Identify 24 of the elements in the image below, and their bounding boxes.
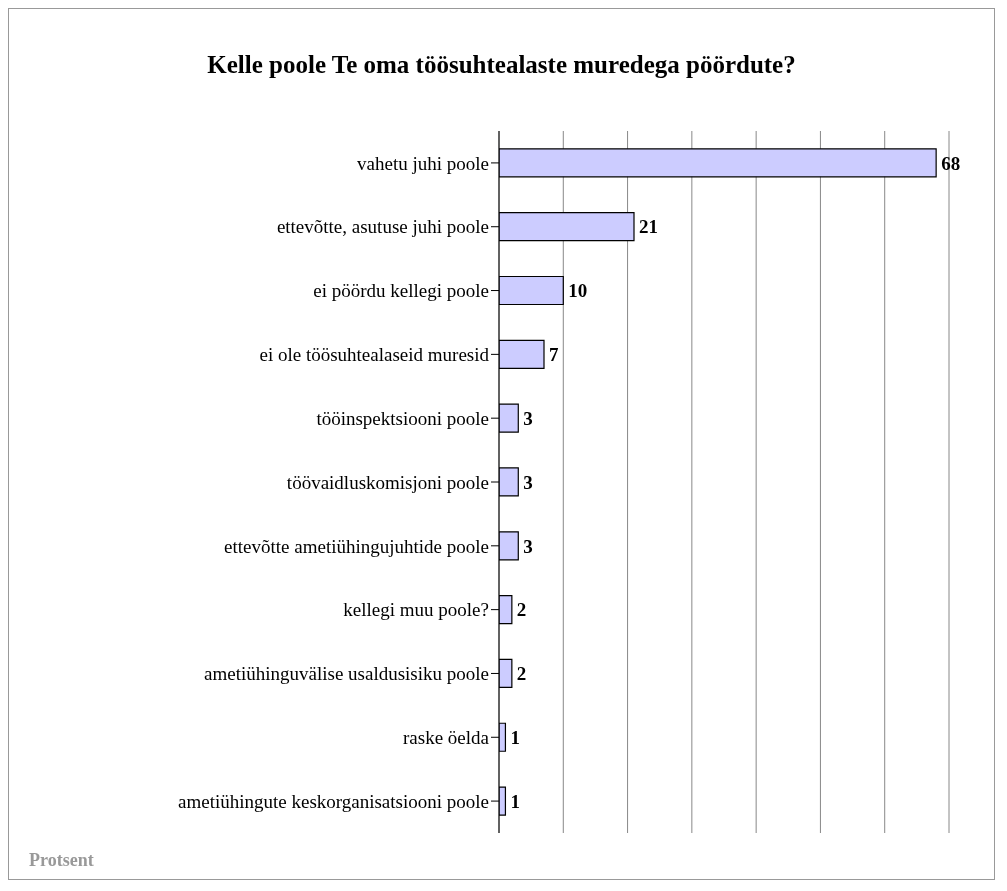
y-tick-label: ei pöördu kellegi poole [313, 280, 489, 302]
y-tick-label: ettevõtte ametiühingujuhtide poole [224, 535, 489, 557]
y-tick-label: ei ole töösuhtealaseid muresid [259, 344, 490, 366]
y-tick-label: töövaidluskomisjoni poole [286, 471, 489, 493]
y-tick-label: ettevõtte, asutuse juhi poole [276, 216, 489, 238]
data-label: 2 [516, 663, 527, 685]
chart-title: Kelle poole Te oma töösuhtealaste muredega pöördute? [206, 51, 797, 79]
text: Protsent [29, 850, 94, 871]
data-label: 10 [568, 280, 588, 302]
data-label: 2 [516, 599, 527, 621]
data-label: 3 [523, 471, 533, 493]
data-label: 1 [510, 726, 520, 748]
y-tick-label: vahetu juhi poole [357, 152, 489, 174]
y-tick-label: raske öelda [403, 727, 490, 749]
data-label: 7 [549, 344, 559, 366]
y-tick-label: ametiühinguvälise usaldusisiku poole [204, 663, 489, 685]
y-tick-label: ametiühingute keskorganisatsiooni poole [178, 790, 489, 812]
data-label: 1 [510, 790, 520, 812]
data-label: 68 [941, 152, 961, 174]
data-label: 21 [639, 216, 658, 238]
y-tick-label: kellegi muu poole? [343, 599, 489, 621]
data-label: 3 [523, 407, 533, 429]
y-tick-label: tööinspektsiooni poole [316, 407, 489, 429]
data-label: 3 [523, 535, 533, 557]
